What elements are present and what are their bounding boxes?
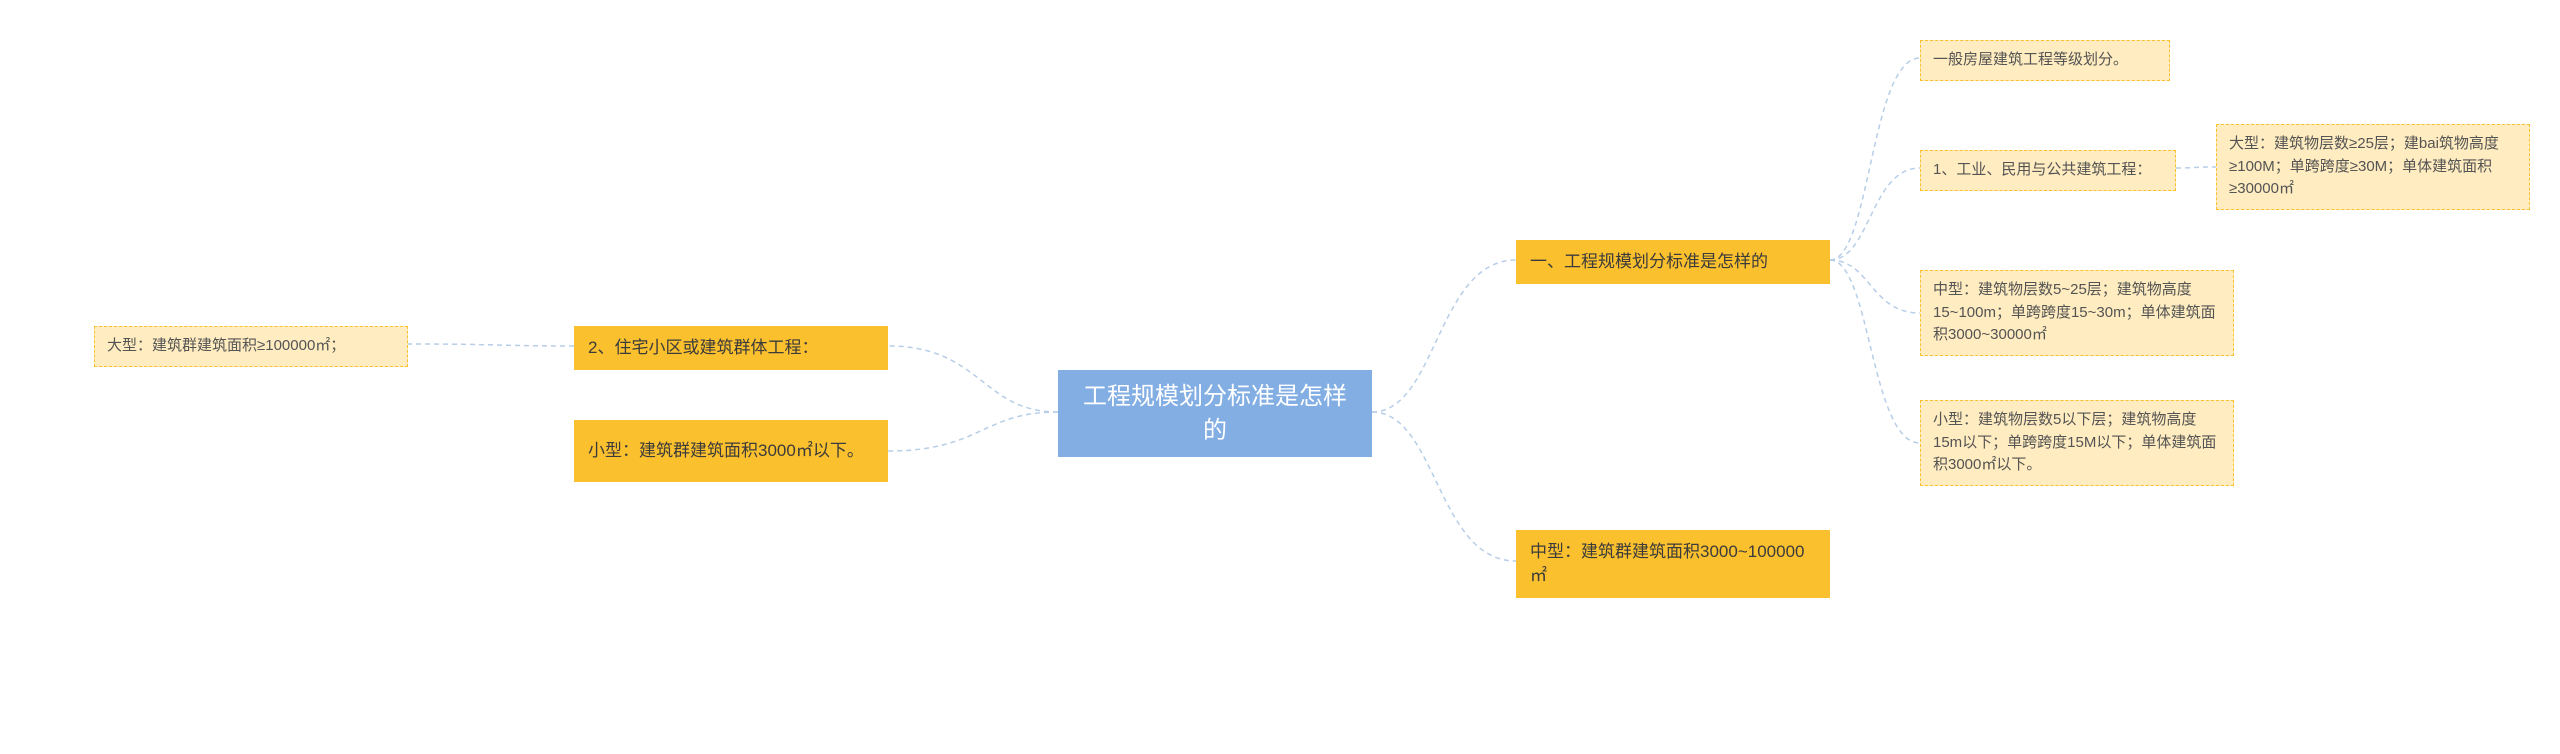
node-r1a[interactable]: 一般房屋建筑工程等级划分。 <box>1920 40 2170 81</box>
node-l1a[interactable]: 大型：建筑群建筑面积≥100000㎡； <box>94 326 408 367</box>
node-r2[interactable]: 中型：建筑群建筑面积3000~100000㎡ <box>1516 530 1830 598</box>
node-r1[interactable]: 一、工程规模划分标准是怎样的 <box>1516 240 1830 284</box>
node-l1[interactable]: 2、住宅小区或建筑群体工程： <box>574 326 888 370</box>
node-r1c[interactable]: 中型：建筑物层数5~25层；建筑物高度15~100m；单跨跨度15~30m；单体… <box>1920 270 2234 356</box>
root-node[interactable]: 工程规模划分标准是怎样的 <box>1058 370 1372 457</box>
node-r1d[interactable]: 小型：建筑物层数5以下层；建筑物高度15m以下；单跨跨度15M以下；单体建筑面积… <box>1920 400 2234 486</box>
node-r1b1[interactable]: 大型：建筑物层数≥25层；建bai筑物高度≥100M；单跨跨度≥30M；单体建筑… <box>2216 124 2530 210</box>
node-r1b[interactable]: 1、工业、民用与公共建筑工程： <box>1920 150 2176 191</box>
node-l2[interactable]: 小型：建筑群建筑面积3000㎡以下。 <box>574 420 888 482</box>
